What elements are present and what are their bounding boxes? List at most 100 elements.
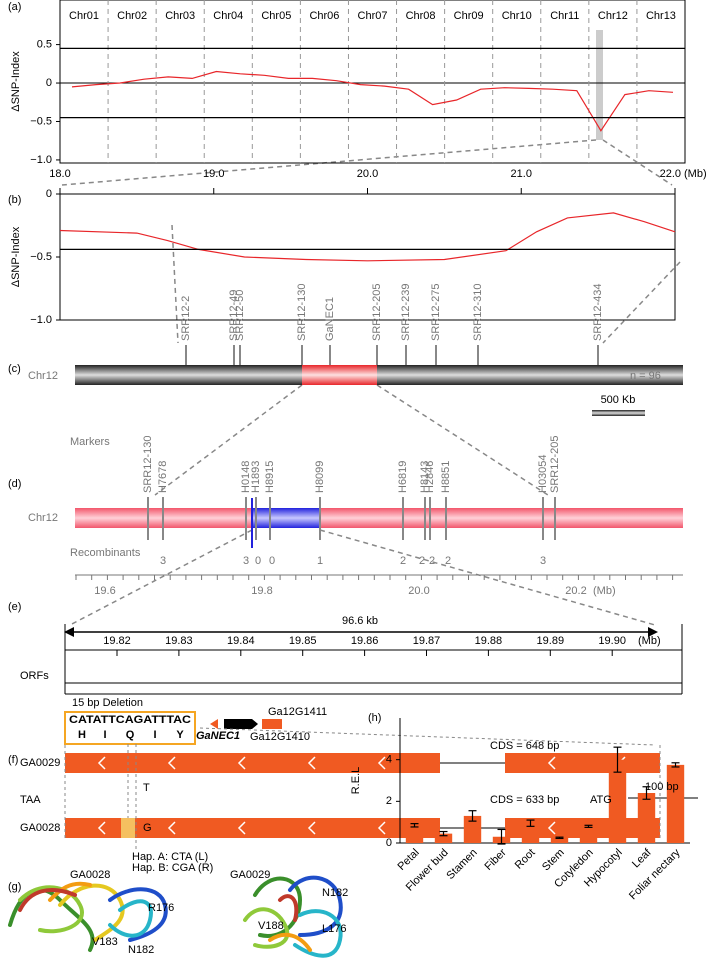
marker-label: SRR12-2 (180, 296, 192, 341)
deletion-site (121, 818, 135, 838)
marker-label: H0148 (240, 461, 252, 493)
ruler-label: 19.88 (475, 635, 503, 647)
error-bar (555, 836, 564, 840)
panel-label: (d) (8, 478, 21, 490)
snp-base: T (143, 782, 150, 794)
x-tick-label: 18.0 (49, 168, 70, 180)
chromosome-label: Chr01 (69, 10, 99, 22)
panel-label: (h) (368, 712, 381, 724)
chromosome-label: Chr09 (454, 10, 484, 22)
y-tick-label: 0 (46, 77, 52, 89)
marker-label: SRR12-239 (400, 284, 412, 341)
recombinant-count: 3 (540, 555, 546, 567)
panel-label: (g) (8, 881, 21, 893)
highlight (596, 30, 603, 140)
chromosome-label: Chr02 (117, 10, 147, 22)
marker-label: SRR12-205 (549, 436, 561, 493)
axis-label: 20.2 (565, 585, 586, 597)
cds-label: CDS = 633 bp (490, 794, 559, 806)
x-tick-label: 22.0 (660, 168, 681, 180)
ruler-label: 19.83 (165, 635, 193, 647)
series-line (59, 212, 676, 262)
axis-label: 20.0 (408, 585, 429, 597)
gene-name: GaNEC1 (196, 730, 240, 742)
y-axis-label: ΔSNP-Index (10, 51, 22, 112)
y-tick-label: 4 (386, 754, 392, 766)
x-unit: (Mb) (684, 168, 707, 180)
ruler-label: 19.87 (413, 635, 441, 647)
row-label: ORFs (20, 670, 49, 682)
amino-acid: I (153, 729, 156, 741)
sequence: CATATTCAGATTTAC (69, 714, 191, 726)
bar (637, 793, 656, 843)
x-tick-label: 20.0 (357, 168, 378, 180)
deletion-title: 15 bp Deletion (72, 697, 143, 709)
protein-structure (8, 875, 343, 958)
y-axis-label: R.E.L (350, 767, 362, 795)
recombinant-count: 0 (255, 555, 261, 567)
marker-label: SRR12-49 (228, 290, 240, 341)
recombinant-count: 3 (160, 555, 166, 567)
x-tick-label: Stamen (444, 847, 479, 882)
row-label: Markers (70, 436, 110, 448)
y-tick-label: 0 (46, 188, 52, 200)
marker-label: H6819 (397, 461, 409, 493)
x-tick-label: Root (513, 847, 538, 872)
start-codon: ATG (590, 794, 612, 806)
error-bar (613, 746, 622, 773)
chromosome-name: Chr12 (28, 512, 58, 524)
snp-base: G (143, 822, 152, 834)
stop-codon: TAA (20, 794, 41, 806)
y-axis-label: ΔSNP-Index (10, 226, 22, 287)
length-label: 96.6 kb (342, 615, 378, 627)
row-label: Recombinants (70, 547, 141, 559)
gene-name: Ga12G1410 (250, 731, 310, 743)
allele-name: GA0029 (20, 757, 60, 769)
bar (666, 764, 685, 843)
gene-name: Ga12G1411 (268, 706, 327, 718)
axis-label: 19.8 (251, 585, 272, 597)
chromosome-label: Chr10 (502, 10, 532, 22)
haplotype: Hap. A: CTA (L) (132, 851, 208, 863)
ruler-label: 19.86 (351, 635, 379, 647)
panel-label: (b) (8, 194, 21, 206)
cds-label: CDS = 648 bp (490, 740, 559, 752)
chromosome-name: Chr12 (28, 370, 58, 382)
y-tick-label: −0.5 (30, 115, 52, 127)
marker-label: H03054 (537, 454, 549, 493)
marker-label: H2846 (424, 461, 436, 493)
marker-label: SRR12-50 (234, 290, 246, 341)
error-bar (584, 824, 593, 828)
ruler-label: 19.84 (227, 635, 255, 647)
bar (550, 837, 569, 843)
recombinant-count: 2 (429, 555, 435, 567)
connectors (61, 139, 681, 626)
x-tick-label: Leaf (630, 846, 654, 870)
chromosome-label: Chr04 (213, 10, 243, 22)
error-bar (671, 762, 680, 768)
y-tick-label: 0.5 (37, 39, 52, 51)
plot-frame (59, 0, 686, 164)
error-bar (468, 810, 477, 822)
residue-label: N182 (128, 944, 154, 956)
y-tick-label: −1.0 (30, 154, 52, 166)
recombinant-count: 2 (445, 555, 451, 567)
ruler-label: 19.82 (103, 635, 131, 647)
axis-unit: (Mb) (593, 585, 616, 597)
fine-region (252, 508, 320, 528)
chromosome-label: Chr12 (598, 10, 628, 22)
chromosome-bar (75, 508, 683, 528)
residue-label: L176 (322, 923, 346, 935)
gene-models (65, 753, 660, 838)
x-tick-label: Petal (395, 847, 421, 873)
y-tick-label: 0 (386, 837, 392, 849)
marker-label: H7678 (157, 461, 169, 493)
chromosome-label: Chr05 (261, 10, 291, 22)
y-tick-label: −0.5 (30, 251, 52, 263)
bar (579, 826, 598, 843)
allele-name: GA0028 (20, 822, 60, 834)
gene-icon (210, 719, 218, 729)
bar (521, 823, 540, 843)
residue-label: R176 (148, 902, 174, 914)
x-tick-label: Fiber (482, 846, 508, 872)
